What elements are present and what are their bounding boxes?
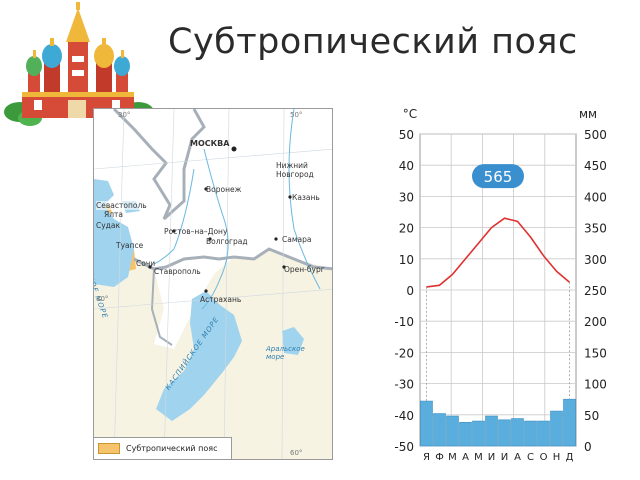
precipitation-bar [485, 415, 498, 447]
city-label: Ялта [104, 210, 123, 219]
precipitation-bar [459, 421, 472, 447]
left-axis-unit: °C [403, 107, 417, 121]
temperature-line [426, 217, 571, 288]
annual-precipitation-value: 565 [484, 168, 513, 186]
precipitation-bar [537, 420, 550, 447]
right-tick-label: 400 [584, 190, 607, 204]
meridian-label: 30° [118, 111, 131, 119]
right-tick-label: 100 [584, 378, 607, 392]
month-label: Д [566, 452, 574, 463]
map-legend: Субтропический пояс [94, 437, 232, 459]
sea-label: Аральское море [266, 345, 305, 361]
slide-title: Субтропический пояс [168, 22, 578, 62]
city-label: Казань [292, 193, 320, 202]
city-label: Туапсе [116, 241, 144, 250]
city-label: МОСКВА [190, 139, 230, 148]
city-label: Орен-бург [284, 265, 325, 274]
month-label: М [448, 452, 457, 463]
precipitation-bar [446, 415, 459, 447]
left-tick-label: 10 [399, 253, 414, 267]
right-tick-label: 0 [584, 440, 592, 454]
meridian-label: 40° [96, 295, 109, 303]
month-label: Ф [435, 452, 444, 463]
city-label: Астрахань [200, 295, 242, 304]
right-tick-label: 200 [584, 315, 607, 329]
right-tick-label: 350 [584, 222, 607, 236]
left-tick-label: -40 [394, 409, 414, 423]
month-label: М [474, 452, 483, 463]
map-graphic [94, 109, 332, 459]
precipitation-bar [563, 398, 576, 447]
left-tick-label: 40 [399, 159, 414, 173]
left-tick-label: -50 [394, 440, 414, 454]
right-tick-label: 150 [584, 346, 607, 360]
city-label: Судак [96, 221, 120, 230]
city-label: Ставрополь [154, 267, 201, 276]
month-label: Н [553, 452, 561, 463]
climate-zone-map: МОСКВА Нижний Новгород Воронеж Казань Се… [93, 108, 333, 460]
left-tick-label: -20 [394, 346, 414, 360]
month-label: И [501, 452, 508, 463]
left-tick-label: -30 [394, 378, 414, 392]
right-axis-unit: мм [579, 107, 597, 121]
month-label: О [540, 452, 548, 463]
left-tick-label: -10 [394, 315, 414, 329]
right-tick-label: 50 [584, 409, 599, 423]
city-label: Сочи [136, 259, 156, 268]
month-label: Я [423, 452, 430, 463]
month-label: С [527, 452, 534, 463]
month-label: А [462, 452, 469, 463]
meridian-label: 50° [290, 111, 303, 119]
precipitation-bar [472, 420, 485, 447]
annual-precipitation-badge [472, 164, 524, 189]
city-label: Волгоград [206, 237, 248, 246]
precipitation-bar [524, 420, 537, 447]
right-tick-label: 300 [584, 253, 607, 267]
city-label: Ростов–на–Дону [164, 227, 228, 236]
month-label: И [488, 452, 495, 463]
right-tick-label: 250 [584, 284, 607, 298]
legend-swatch [98, 443, 120, 454]
precipitation-bar [550, 410, 563, 447]
right-tick-label: 500 [584, 128, 607, 142]
city-label: Воронеж [206, 185, 242, 194]
precipitation-bar [511, 418, 524, 447]
precipitation-bar [420, 400, 433, 447]
city-label: Нижний Новгород [276, 161, 314, 179]
city-label: Севастополь [96, 201, 147, 210]
meridian-label: 60° [290, 449, 303, 457]
city-label: Самара [282, 235, 312, 244]
precipitation-bar [498, 419, 511, 447]
left-tick-label: 0 [406, 284, 414, 298]
precipitation-bar [433, 413, 446, 447]
left-tick-label: 30 [399, 190, 414, 204]
left-tick-label: 20 [399, 222, 414, 236]
month-label: А [514, 452, 521, 463]
right-tick-label: 450 [584, 159, 607, 173]
legend-label: Субтропический пояс [126, 444, 218, 453]
left-tick-label: 50 [399, 128, 414, 142]
